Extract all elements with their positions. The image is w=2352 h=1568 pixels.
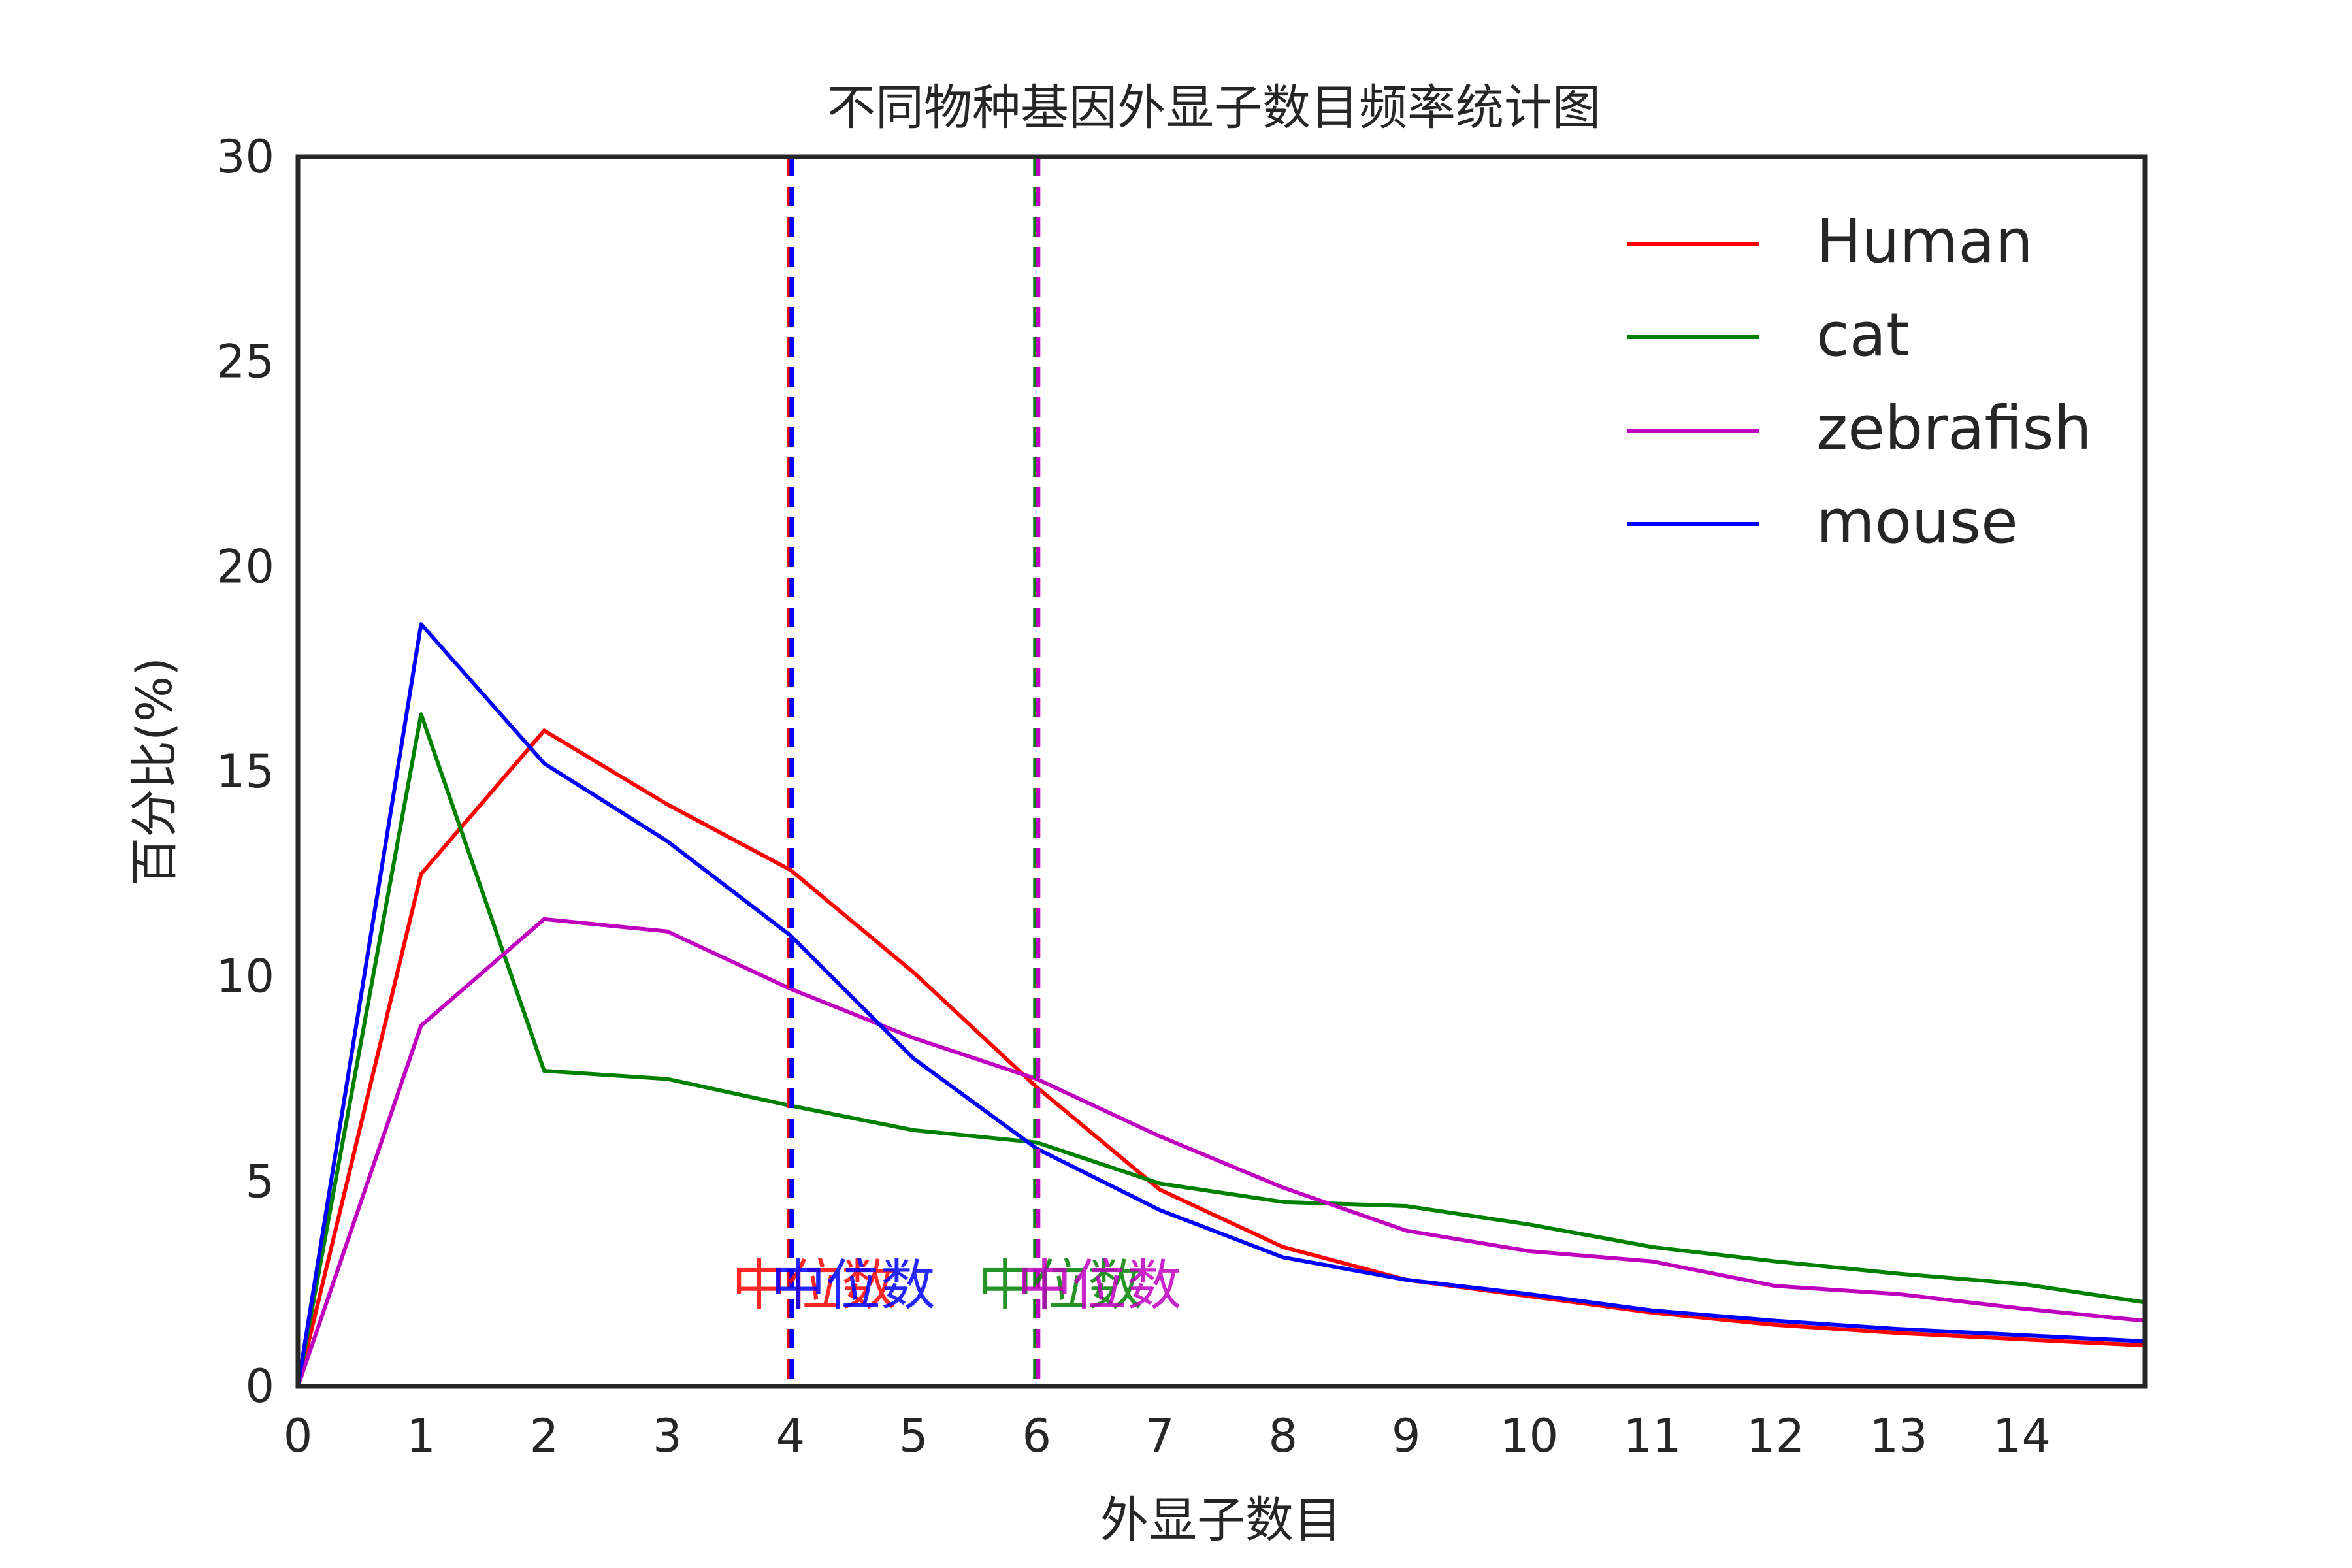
chart-title: 不同物种基因外显子数目频率统计图 bbox=[827, 80, 1601, 136]
y-tick-label: 5 bbox=[245, 1154, 274, 1208]
median-label-mouse: 中位数 bbox=[771, 1253, 936, 1317]
x-tick-label: 12 bbox=[1746, 1409, 1805, 1463]
x-axis-ticks: 0 1 2 3 4 5 6 7 8 9 10 11 12 13 14 bbox=[284, 1409, 2051, 1463]
x-tick-label: 3 bbox=[653, 1409, 682, 1463]
x-tick-label: 10 bbox=[1500, 1409, 1558, 1463]
x-tick-label: 5 bbox=[899, 1409, 928, 1463]
x-tick-label: 1 bbox=[406, 1409, 436, 1463]
x-tick-label: 8 bbox=[1268, 1409, 1298, 1463]
plot-area bbox=[298, 157, 2145, 1386]
series-lines bbox=[296, 622, 2146, 1387]
y-axis-ticks: 0 5 10 15 20 25 30 bbox=[216, 130, 274, 1413]
y-tick-label: 15 bbox=[216, 745, 274, 798]
x-tick-label: 7 bbox=[1145, 1409, 1175, 1463]
series-line-mouse bbox=[296, 622, 2146, 1387]
series-line-zebrafish bbox=[296, 917, 2146, 1387]
x-tick-label: 4 bbox=[776, 1409, 806, 1463]
x-tick-label: 9 bbox=[1392, 1409, 1421, 1463]
series-line-human bbox=[296, 728, 2146, 1387]
median-label-zebrafish: 中位数 bbox=[1017, 1253, 1182, 1317]
x-tick-label: 14 bbox=[1993, 1409, 2051, 1463]
y-tick-label: 25 bbox=[216, 335, 274, 389]
y-tick-label: 20 bbox=[216, 540, 274, 593]
x-tick-label: 2 bbox=[530, 1409, 559, 1463]
x-axis-label: 外显子数目 bbox=[1100, 1492, 1342, 1548]
y-tick-label: 10 bbox=[216, 950, 274, 1004]
legend-label-cat: cat bbox=[1816, 300, 1910, 370]
plot-frame bbox=[295, 154, 2148, 1389]
y-tick-label: 30 bbox=[216, 130, 274, 184]
x-tick-label: 6 bbox=[1022, 1409, 1052, 1463]
series-line-cat bbox=[296, 712, 2146, 1387]
legend-label-zebrafish: zebrafish bbox=[1816, 393, 2092, 463]
median-label-cat: 中位数 bbox=[978, 1253, 1143, 1317]
median-label-human: 中位数 bbox=[732, 1253, 896, 1317]
legend-label-mouse: mouse bbox=[1816, 487, 2018, 557]
x-tick-label: 11 bbox=[1624, 1409, 1682, 1463]
y-tick-label: 0 bbox=[245, 1360, 274, 1413]
x-tick-label: 0 bbox=[284, 1409, 313, 1463]
x-tick-label: 13 bbox=[1870, 1409, 1928, 1463]
legend-label-human: Human bbox=[1816, 206, 2033, 276]
y-axis-label: 百分比(%) bbox=[127, 657, 183, 886]
legend: Human cat zebrafish mouse bbox=[1627, 206, 2092, 557]
